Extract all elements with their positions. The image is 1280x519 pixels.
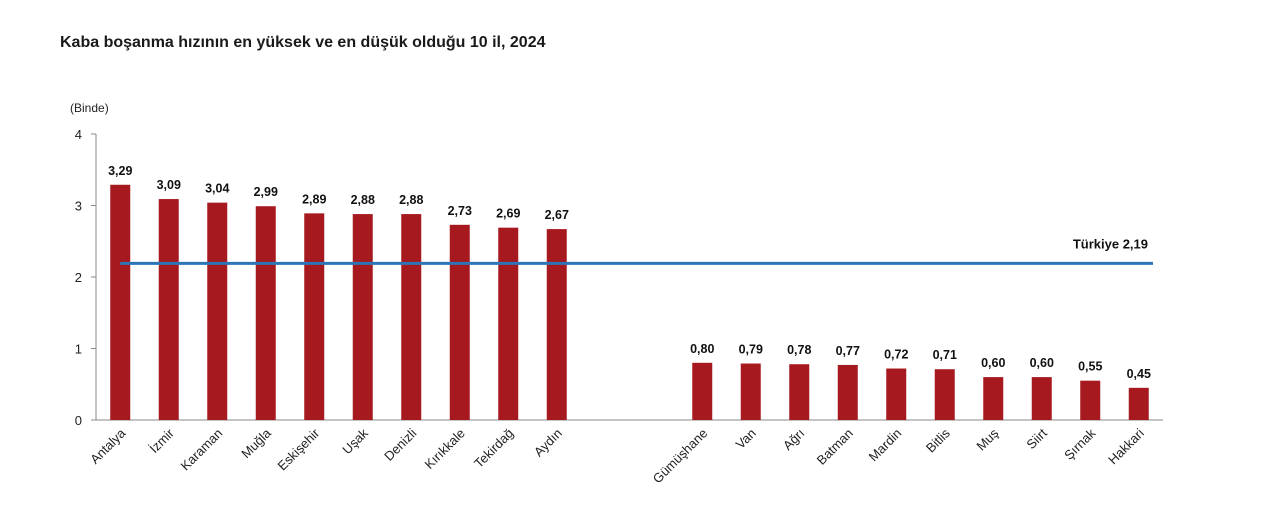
data-label: 3,09 (157, 178, 181, 192)
category-label: Şırnak (1061, 425, 1099, 463)
category-label: Denizli (381, 425, 419, 463)
bar (498, 227, 519, 420)
category-label: Van (733, 426, 759, 452)
data-label: 0,60 (1030, 356, 1054, 370)
data-label: 0,60 (981, 356, 1005, 370)
bar (886, 368, 907, 420)
bar (158, 199, 179, 420)
bar (1080, 380, 1101, 420)
bar (255, 206, 276, 420)
data-label: 2,67 (545, 208, 569, 222)
data-label: 0,80 (690, 342, 714, 356)
y-tick-label: 4 (75, 127, 82, 142)
category-label: Kırıkkale (422, 426, 468, 472)
data-label: 0,78 (787, 343, 811, 357)
y-tick-label: 0 (75, 413, 82, 428)
category-label: Mardin (866, 426, 905, 465)
category-label: Hakkari (1105, 425, 1147, 467)
bar (837, 364, 858, 420)
data-label: 2,88 (399, 193, 423, 207)
data-label: 0,79 (739, 343, 763, 357)
bar (546, 229, 567, 420)
category-label: Karaman (177, 426, 225, 474)
bar (110, 184, 131, 420)
category-label: Eskişehir (274, 425, 322, 473)
data-label: 0,45 (1127, 367, 1151, 381)
bar (692, 362, 713, 420)
y-tick-label: 2 (75, 270, 82, 285)
bar (1128, 387, 1149, 420)
category-label: Batman (814, 426, 856, 468)
data-label: 3,29 (108, 164, 132, 178)
category-label: İzmir (146, 425, 177, 456)
chart-title: Kaba boşanma hızının en yüksek ve en düş… (60, 34, 546, 51)
y-tick-label: 3 (75, 199, 82, 214)
bar (401, 214, 422, 420)
category-label: Tekirdağ (471, 426, 516, 471)
category-label: Uşak (339, 425, 371, 457)
data-label: 2,73 (448, 204, 472, 218)
bar (207, 202, 228, 420)
data-label: 2,89 (302, 192, 326, 206)
data-label: 0,55 (1078, 360, 1102, 374)
data-label: 2,99 (254, 185, 278, 199)
data-label: 2,88 (351, 193, 375, 207)
data-label: 0,72 (884, 348, 908, 362)
data-label: 0,71 (933, 348, 957, 362)
bar (304, 213, 325, 420)
bar (934, 369, 955, 420)
bar (1031, 377, 1052, 420)
data-label: 2,69 (496, 207, 520, 221)
category-label: Muş (973, 425, 1001, 453)
data-label: 3,04 (205, 182, 229, 196)
bar (449, 224, 470, 420)
category-label: Ağrı (780, 426, 807, 453)
category-label: Antalya (87, 425, 129, 467)
category-label: Bitlis (923, 425, 953, 455)
category-label: Gümüşhane (650, 426, 711, 487)
bar (740, 363, 761, 420)
category-label: Muğla (238, 425, 274, 461)
y-axis-unit-label: (Binde) (70, 101, 109, 115)
data-label: 0,77 (836, 344, 860, 358)
bar (352, 214, 373, 420)
category-label: Siirt (1023, 425, 1050, 452)
category-label: Aydın (531, 426, 565, 460)
y-tick-label: 1 (75, 342, 82, 357)
bar (983, 377, 1004, 420)
bar (789, 364, 810, 420)
reference-line-label: Türkiye 2,19 (1073, 236, 1148, 251)
